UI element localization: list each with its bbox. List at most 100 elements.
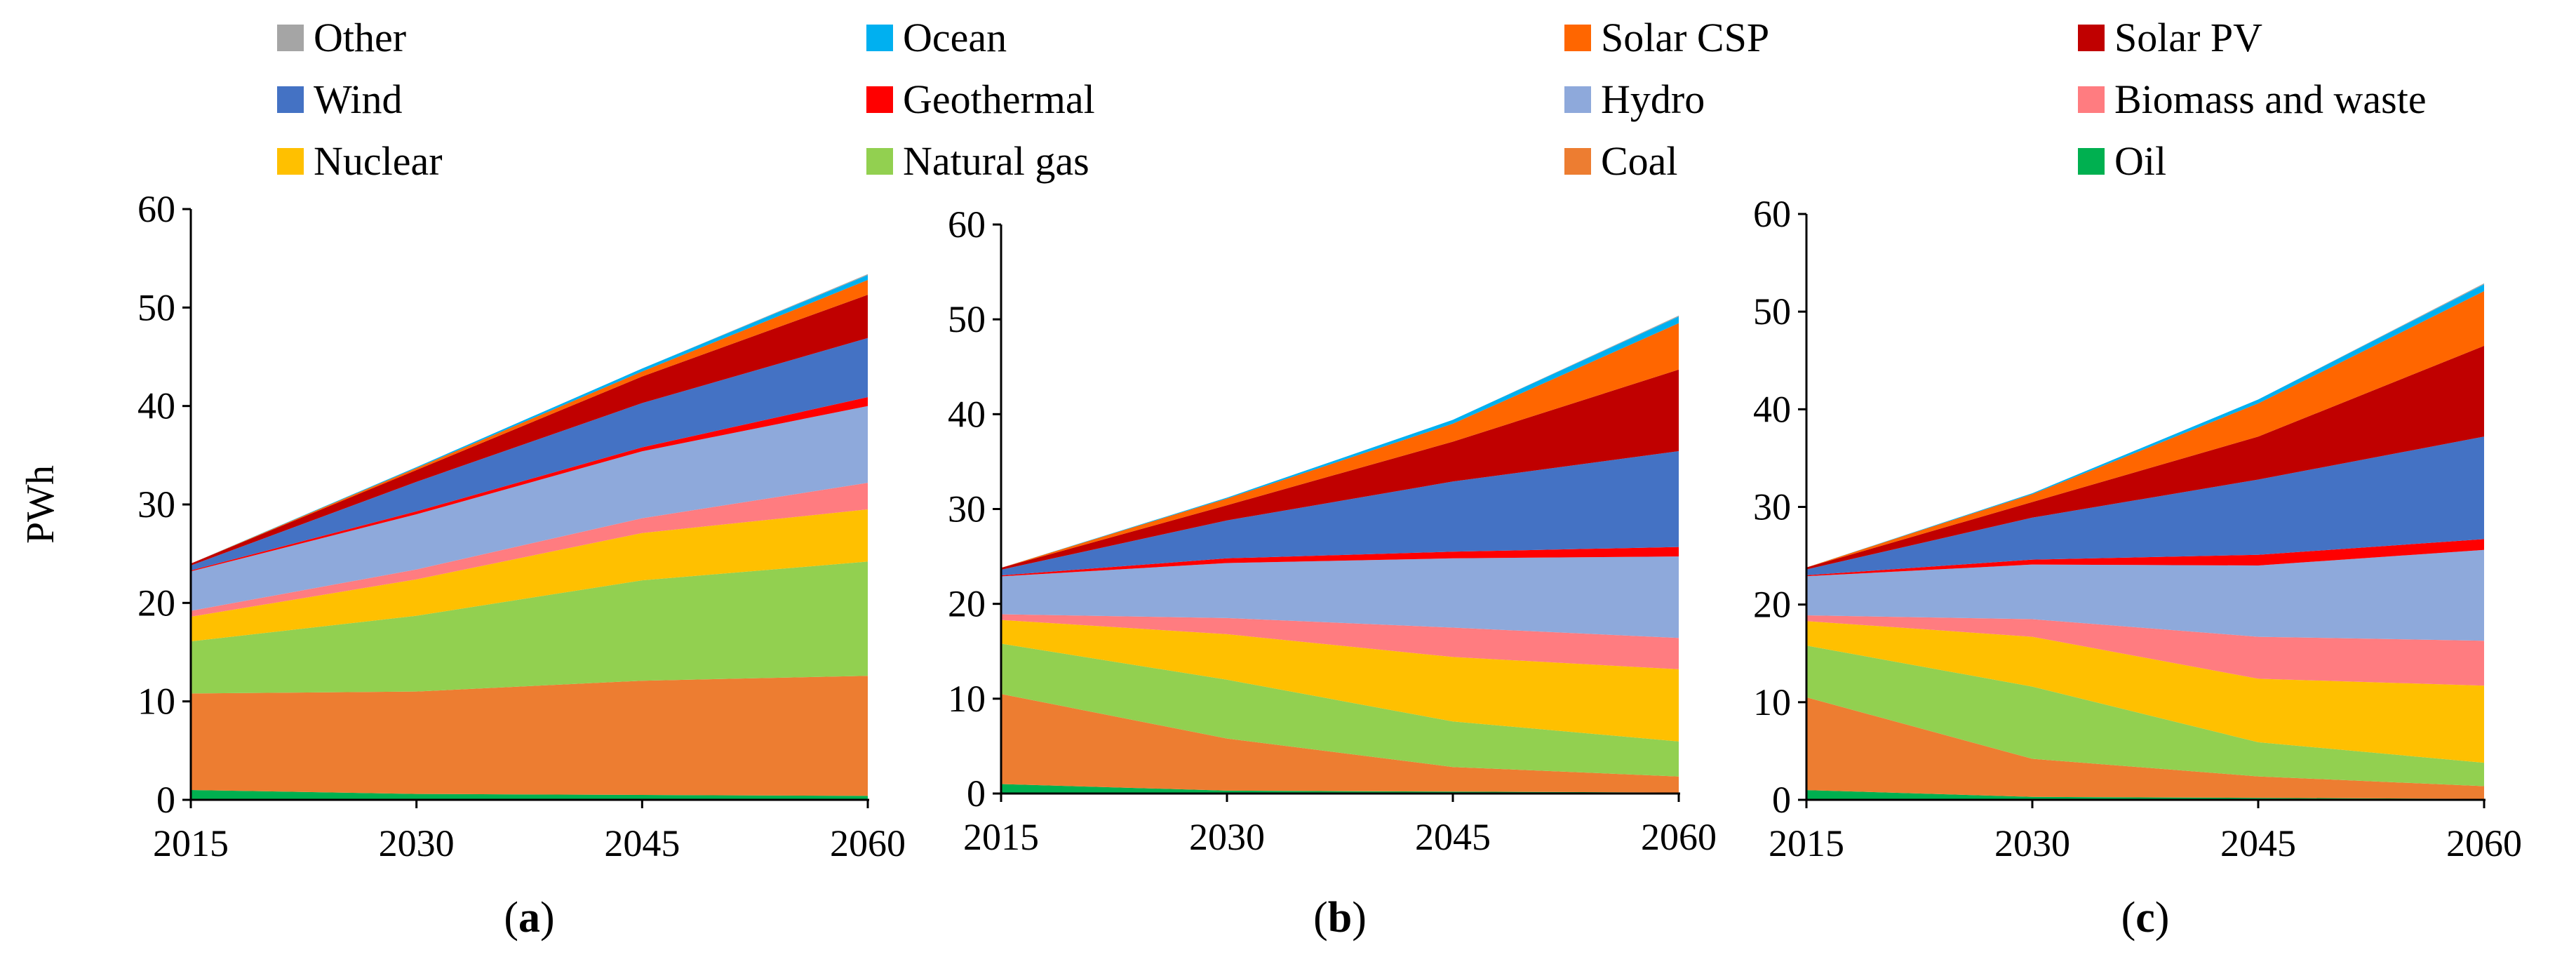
area-solar-pv-panel-a xyxy=(191,295,868,566)
y-tick-label: 40 xyxy=(1753,388,1791,430)
legend-label-coal: Coal xyxy=(1601,138,1678,184)
legend-label-biomass-and-waste: Biomass and waste xyxy=(2114,76,2427,122)
x-tick-label: 2060 xyxy=(2446,822,2522,864)
y-tick-label: 20 xyxy=(1753,584,1791,626)
legend-item-ocean: Ocean xyxy=(866,10,1007,66)
y-tick-label: 30 xyxy=(137,483,175,526)
x-tick-label: 2030 xyxy=(1189,816,1265,858)
legend-swatch-biomass-and-waste xyxy=(2078,86,2105,113)
area-wind-panel-c xyxy=(1806,436,2484,575)
area-coal-panel-c xyxy=(1806,697,2484,799)
area-natural-gas-panel-c xyxy=(1806,645,2484,787)
legend-swatch-geothermal xyxy=(866,86,893,113)
legend-swatch-hydro xyxy=(1564,86,1591,113)
x-tick-label: 2030 xyxy=(1994,822,2070,864)
area-ocean-panel-a xyxy=(191,275,868,564)
y-tick-label: 10 xyxy=(1753,681,1791,723)
legend-item-other: Other xyxy=(277,10,406,66)
legend-label-ocean: Ocean xyxy=(903,15,1007,60)
legend-label-nuclear: Nuclear xyxy=(314,138,443,184)
area-wind-panel-a xyxy=(191,337,868,570)
legend-swatch-ocean xyxy=(866,25,893,51)
y-tick-label: 50 xyxy=(1753,290,1791,333)
legend-label-hydro: Hydro xyxy=(1601,76,1705,122)
x-tick-label: 2015 xyxy=(1769,822,1844,864)
legend-item-coal: Coal xyxy=(1564,133,1678,189)
area-other-panel-a xyxy=(191,274,868,564)
y-tick-label: 60 xyxy=(948,203,986,246)
y-axis-title: PWh xyxy=(19,465,62,544)
area-coal-panel-a xyxy=(191,676,868,796)
legend-swatch-nuclear xyxy=(277,148,304,175)
panel-label-c: (c) xyxy=(2121,894,2170,942)
legend-item-oil: Oil xyxy=(2078,133,2166,189)
legend-label-solar-pv: Solar PV xyxy=(2114,15,2263,60)
legend-swatch-coal xyxy=(1564,148,1591,175)
legend-label-wind: Wind xyxy=(314,76,403,122)
legend: Other Ocean Solar CSP Solar PV Wind Geot… xyxy=(0,0,2576,196)
legend-item-natural-gas: Natural gas xyxy=(866,133,1089,189)
legend-item-hydro: Hydro xyxy=(1564,72,1705,128)
area-geothermal-panel-c xyxy=(1806,539,2484,577)
x-tick-label: 2060 xyxy=(830,822,906,864)
y-tick-label: 40 xyxy=(137,385,175,427)
y-tick-label: 50 xyxy=(948,298,986,340)
legend-label-geothermal: Geothermal xyxy=(903,76,1095,122)
x-tick-label: 2045 xyxy=(2220,822,2296,864)
legend-swatch-other xyxy=(277,25,304,51)
y-tick-label: 20 xyxy=(948,583,986,625)
panel-label-a: (a) xyxy=(504,894,554,942)
legend-swatch-oil xyxy=(2078,148,2105,175)
legend-swatch-solar-csp xyxy=(1564,25,1591,51)
y-tick-label: 60 xyxy=(137,188,175,230)
y-tick-label: 60 xyxy=(1753,193,1791,235)
y-tick-label: 20 xyxy=(137,582,175,624)
y-tick-label: 30 xyxy=(948,488,986,530)
x-tick-label: 2030 xyxy=(379,822,455,864)
x-tick-label: 2045 xyxy=(1415,816,1491,858)
area-biomass-and-waste-panel-a xyxy=(191,483,868,617)
area-nuclear-panel-a xyxy=(191,509,868,642)
area-nuclear-panel-c xyxy=(1806,621,2484,763)
y-tick-label: 40 xyxy=(948,393,986,435)
legend-item-wind: Wind xyxy=(277,72,403,128)
legend-swatch-wind xyxy=(277,86,304,113)
legend-swatch-natural-gas xyxy=(866,148,893,175)
y-tick-label: 0 xyxy=(967,772,986,815)
area-oil-panel-c xyxy=(1806,790,2484,800)
legend-item-biomass-and-waste: Biomass and waste xyxy=(2078,72,2427,128)
x-tick-label: 2045 xyxy=(604,822,680,864)
area-natural-gas-panel-b xyxy=(1001,643,1679,777)
y-tick-label: 0 xyxy=(1772,779,1791,821)
area-hydro-panel-b xyxy=(1001,556,1679,638)
area-coal-panel-b xyxy=(1001,694,1679,793)
area-oil-panel-b xyxy=(1001,784,1679,794)
y-tick-label: 50 xyxy=(137,286,175,328)
area-geothermal-panel-b xyxy=(1001,547,1679,577)
y-tick-label: 0 xyxy=(156,779,175,821)
legend-item-solar-csp: Solar CSP xyxy=(1564,10,1769,66)
area-wind-panel-b xyxy=(1001,451,1679,576)
legend-label-other: Other xyxy=(314,15,407,60)
area-solar-pv-panel-b xyxy=(1001,369,1679,570)
area-biomass-and-waste-panel-b xyxy=(1001,614,1679,669)
legend-item-nuclear: Nuclear xyxy=(277,133,443,189)
x-tick-label: 2060 xyxy=(1641,816,1717,858)
area-solar-pv-panel-c xyxy=(1806,345,2484,570)
legend-item-geothermal: Geothermal xyxy=(866,72,1095,128)
legend-label-solar-csp: Solar CSP xyxy=(1601,15,1770,60)
area-hydro-panel-a xyxy=(191,406,868,611)
legend-label-natural-gas: Natural gas xyxy=(903,138,1089,184)
area-geothermal-panel-a xyxy=(191,397,868,572)
area-natural-gas-panel-a xyxy=(191,561,868,694)
area-solar-csp-panel-a xyxy=(191,280,868,564)
area-nuclear-panel-b xyxy=(1001,620,1679,742)
area-oil-panel-a xyxy=(191,790,868,800)
panel-label-b: (b) xyxy=(1313,894,1367,942)
legend-swatch-solar-pv xyxy=(2078,25,2105,51)
legend-label-oil: Oil xyxy=(2114,138,2167,184)
